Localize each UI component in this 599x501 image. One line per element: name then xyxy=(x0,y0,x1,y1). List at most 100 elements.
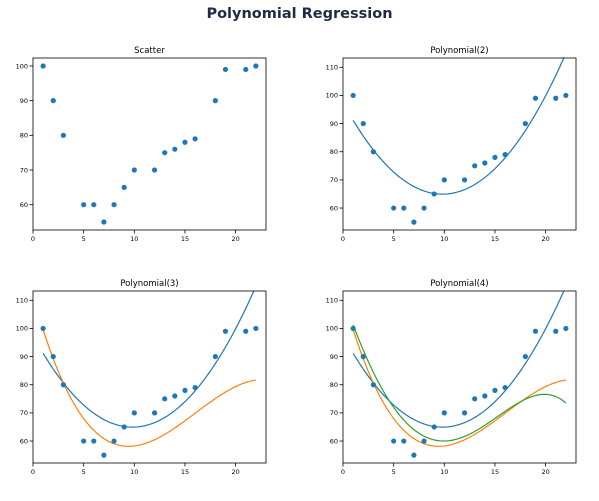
x-tick-label: 10 xyxy=(440,468,448,476)
data-point xyxy=(401,438,407,444)
data-point xyxy=(522,353,528,360)
data-point xyxy=(111,202,117,208)
data-point xyxy=(192,136,198,142)
data-point xyxy=(121,424,127,430)
data-point xyxy=(243,328,249,334)
y-tick-label: 90 xyxy=(20,97,28,105)
y-tick-label: 110 xyxy=(326,297,338,305)
chart-4: Polynomial(4) 0 5 10 15 20 60 70 80 90 100 110 xyxy=(326,279,577,476)
data-point xyxy=(502,151,508,158)
data-point xyxy=(553,328,559,334)
x-tick-label: 0 xyxy=(341,468,345,476)
data-point xyxy=(563,92,569,99)
data-point xyxy=(40,325,46,332)
data-point xyxy=(350,325,356,332)
data-point xyxy=(441,177,447,183)
data-point xyxy=(482,393,488,399)
x-tick-label: 15 xyxy=(491,235,499,243)
data-point xyxy=(50,353,56,360)
y-tick-label: 70 xyxy=(20,409,28,417)
data-point xyxy=(243,66,249,73)
data-point xyxy=(391,205,397,211)
x-tick-label: 20 xyxy=(231,468,239,476)
data-point xyxy=(91,438,97,444)
x-tick-label: 15 xyxy=(181,235,189,243)
data-point xyxy=(492,154,498,160)
data-point xyxy=(431,191,437,197)
x-tick-label: 20 xyxy=(231,235,239,243)
data-point xyxy=(421,205,427,211)
chart-title: Polynomial(4) xyxy=(430,279,488,289)
x-tick-label: 10 xyxy=(130,468,138,476)
data-point xyxy=(421,438,427,444)
data-point xyxy=(553,95,559,101)
data-point xyxy=(162,396,168,402)
data-point xyxy=(131,167,137,173)
x-tick-label: 5 xyxy=(392,468,396,476)
data-point xyxy=(151,410,158,416)
y-tick-label: 80 xyxy=(20,132,28,140)
data-point xyxy=(50,98,56,104)
data-point xyxy=(253,325,259,332)
data-point xyxy=(162,150,168,156)
y-tick-label: 80 xyxy=(330,148,338,156)
data-point xyxy=(360,120,366,127)
y-tick-label: 70 xyxy=(20,166,28,174)
data-point xyxy=(502,384,508,391)
chart-3: Polynomial(3) 0 5 10 15 20 60 70 80 90 100 110 xyxy=(16,279,267,476)
data-point xyxy=(532,328,539,334)
data-point xyxy=(472,163,478,169)
data-point xyxy=(81,438,87,444)
plot-frame xyxy=(342,290,577,464)
fit-curve-degree-2 xyxy=(352,58,565,195)
data-point xyxy=(461,410,468,416)
y-tick-label: 60 xyxy=(330,204,338,212)
plot-frame xyxy=(342,57,577,231)
data-point xyxy=(411,219,417,225)
data-point xyxy=(131,410,137,416)
data-point xyxy=(401,205,407,211)
data-point xyxy=(370,382,376,388)
x-tick-label: 5 xyxy=(82,235,86,243)
data-point xyxy=(111,438,117,444)
y-tick-label: 100 xyxy=(326,325,338,333)
y-tick-label: 60 xyxy=(20,201,28,209)
y-tick-label: 100 xyxy=(16,325,28,333)
data-point xyxy=(81,202,87,208)
chart-2: Polynomial(2) 0 5 10 15 20 60 70 80 90 100 110 xyxy=(326,46,577,243)
y-tick-label: 100 xyxy=(16,62,28,70)
data-point xyxy=(370,149,376,155)
fit-curve-degree-3 xyxy=(352,329,566,447)
data-point xyxy=(212,353,218,360)
x-tick-label: 0 xyxy=(31,235,35,243)
chart-title: Polynomial(2) xyxy=(430,46,488,56)
y-tick-label: 60 xyxy=(330,437,338,445)
data-point xyxy=(91,202,97,208)
plot-frame xyxy=(32,290,267,464)
data-point xyxy=(222,328,229,334)
data-point xyxy=(522,120,528,127)
data-point xyxy=(563,325,569,332)
data-point xyxy=(40,63,46,69)
data-point xyxy=(492,387,498,393)
fit-curve-degree-2 xyxy=(42,291,255,428)
data-point xyxy=(441,410,447,416)
chart-title: Polynomial(3) xyxy=(120,279,178,289)
y-tick-label: 100 xyxy=(326,92,338,100)
fit-curve-degree-4 xyxy=(352,324,567,442)
data-point xyxy=(101,219,107,225)
chart-title: Scatter xyxy=(134,46,165,56)
data-point xyxy=(121,184,127,190)
x-tick-label: 10 xyxy=(130,235,138,243)
data-point xyxy=(101,452,107,458)
data-point xyxy=(222,66,229,73)
data-point xyxy=(192,384,198,391)
y-tick-label: 80 xyxy=(20,381,28,389)
fit-curve-degree-3 xyxy=(42,329,256,447)
x-tick-label: 0 xyxy=(341,235,345,243)
y-tick-label: 110 xyxy=(326,64,338,72)
y-tick-label: 90 xyxy=(20,353,28,361)
data-point xyxy=(411,452,417,458)
x-tick-label: 20 xyxy=(541,235,549,243)
